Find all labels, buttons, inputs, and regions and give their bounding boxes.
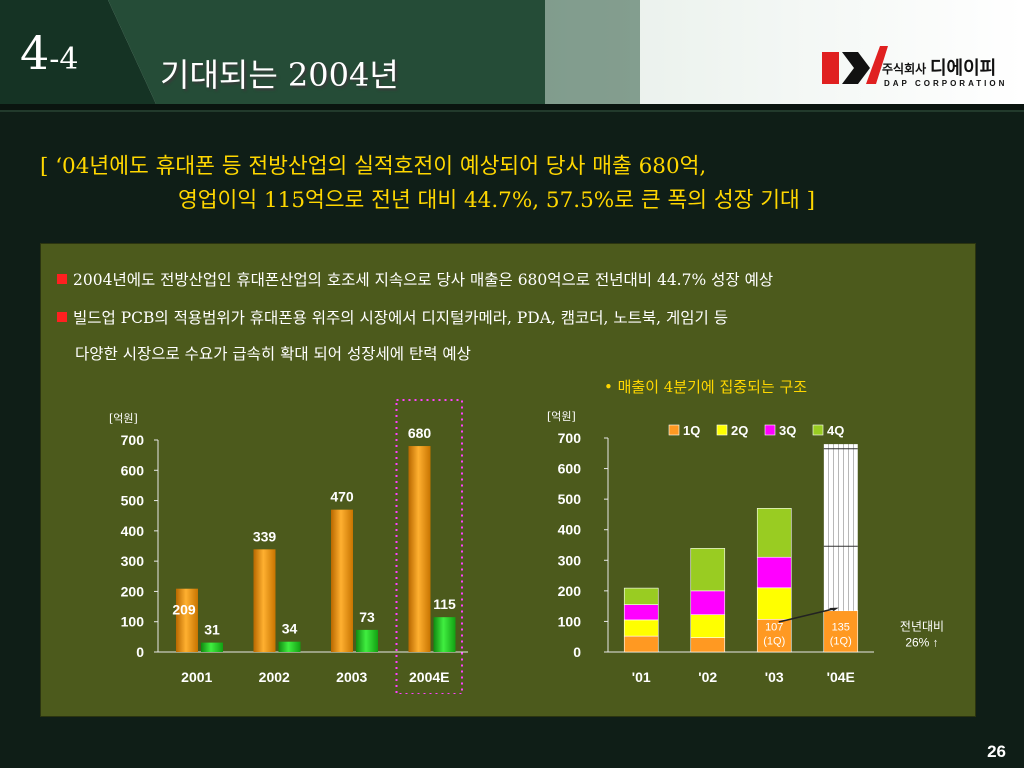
logo-company-ko: 주식회사 [882,61,926,76]
growth-arrow-head [828,607,839,612]
revenue-bar [408,446,431,652]
legend-swatch [812,424,824,436]
chart2-x-tick-label: '03 [765,669,784,685]
slide-header: 4-4 기대되는 2004년 주식회사 디에이피 DAP CORPORATION [0,0,1024,104]
bullet-item: 2004년에도 전방산업인 휴대폰산업의 호조세 지속으로 당사 매출은 680… [57,268,773,290]
quarterly-sales-chart: 0 100 200 300 400 500 600 700 '01 '02 '03 '04E 107 (1… [558,423,944,685]
profit-bar [433,617,456,652]
quarter-bar-segment [823,610,859,653]
quarter-value-label: (1Q) [763,636,785,648]
chart2-y-tick-label: 200 [558,583,582,599]
legend-swatch [668,424,680,436]
quarter-bar-segment [756,618,792,653]
page-title: 기대되는 2004년 [160,56,399,94]
logo-slash-mark [866,46,888,84]
bullet-square-icon [57,274,67,284]
revenue-bar [331,509,353,652]
profit-value-label: 115 [433,596,456,612]
quarter-bar-segment [623,604,659,621]
chart2-y-tick-label: 100 [558,613,582,629]
legend-label: 4Q [827,423,844,438]
forecast-remaining-segment [823,444,858,611]
chart2-x-tick-label: '04E [827,669,855,685]
chart1-unit-label: [억원] [109,412,138,425]
quarter-bar-segment [690,548,726,592]
chart1-y-tick-label: 600 [121,462,145,478]
profit-value-label: 31 [204,622,220,638]
legend-swatch [764,424,776,436]
summary-statement: [ ‘04년에도 휴대폰 등 전방산업의 실적호전이 예상되어 당사 매출 68… [40,150,815,218]
chart2-y-tick-label: 700 [558,430,582,446]
chart1-x-tick-label: 2002 [259,669,290,685]
chart1-x-tick-label: 2004E [409,669,449,685]
logo-company-en: DAP CORPORATION [884,79,1007,88]
chart1-y-tick-label: 700 [121,432,145,448]
company-logo: 주식회사 디에이피 DAP CORPORATION [822,46,1007,88]
chart2-y-tick-label: 600 [558,461,582,477]
legend-label: 1Q [683,423,700,438]
bullet-square-icon [57,312,67,322]
content-panel: 2004년에도 전방산업인 휴대폰산업의 호조세 지속으로 당사 매출은 680… [40,243,976,717]
quarter-bar-segment [690,614,726,638]
summary-line-1: [ ‘04년에도 휴대폰 등 전방산업의 실적호전이 예상되어 당사 매출 68… [40,154,707,179]
quarter-bar-segment [623,619,659,637]
quarter-value-label: 135 [832,622,850,634]
quarter-bar-segment [623,587,659,605]
highlight-dotted-box [395,399,463,694]
summary-line-2: 영업이익 115억으로 전년 대비 44.7%, 57.5%로 큰 폭의 성장 … [178,188,816,213]
revenue-value-label: 470 [330,489,354,505]
quarter-value-label: 107 [765,622,783,634]
legend-label: 2Q [731,423,748,438]
quarter-bar-segment [756,556,792,589]
quarter-value-label: (1Q) [830,636,852,648]
profit-value-label: 34 [282,621,298,637]
bullet-continuation: 다양한 시장으로 수요가 급속히 확대 되어 성장세에 탄력 예상 [75,345,471,363]
chart1-y-tick-label: 300 [121,553,145,569]
chart2-x-tick-label: '01 [632,669,651,685]
chart2-unit-label: [억원] [547,410,576,423]
quarter-bar-segment [690,590,726,616]
section-number: 4-4 [20,26,79,80]
profit-bar [201,642,223,652]
profit-bar [356,629,378,652]
quarter-bar-segment [756,508,792,558]
revenue-bar [253,549,276,652]
page-number: 26 [987,742,1006,761]
chart1-y-tick-label: 200 [121,583,145,599]
growth-arrow-line [778,607,835,623]
chart2-y-tick-label: 400 [558,522,582,538]
header-divider [0,104,1024,112]
logo-company-name: 디에이피 [930,58,996,78]
revenue-bar [176,588,198,652]
bullet-item: 빌드업 PCB의 적용범위가 휴대폰용 위주의 시장에서 디지털카메라, PDA… [57,306,728,328]
quarter-bar-segment [756,587,792,620]
chart2-y-tick-label: 500 [558,491,582,507]
chart2-y-tick-label: 0 [573,644,581,660]
yoy-annotation: 26% ↑ [905,636,938,650]
logo-d-mark [842,52,870,84]
revenue-value-label: 209 [172,602,196,618]
revenue-value-label: 339 [253,528,277,544]
chart2-y-tick-label: 300 [558,552,582,568]
legend-swatch [716,424,728,436]
profit-bar [278,641,301,652]
chart1-x-tick-label: 2001 [181,669,212,685]
chart1-y-tick-label: 500 [121,493,145,509]
chart2-x-tick-label: '02 [698,669,717,685]
chart1-x-tick-label: 2003 [336,669,367,685]
yoy-annotation: 전년대비 [900,620,944,634]
profit-value-label: 73 [359,609,375,625]
quarter-bar-segment [623,635,659,653]
revenue-value-label: 680 [408,425,432,441]
quarter-bar-segment [690,637,726,653]
revenue-profit-chart: 0 100 200 300 400 500 600 700 2001 209 31 2002 339 34… [121,399,468,694]
chart-note: • 매출이 4분기에 집중되는 구조 [604,378,808,396]
chart1-y-tick-label: 400 [121,523,145,539]
legend-label: 3Q [779,423,796,438]
logo-red-bar [822,52,839,84]
chart1-y-tick-label: 0 [136,644,144,660]
chart1-y-tick-label: 100 [121,614,145,630]
